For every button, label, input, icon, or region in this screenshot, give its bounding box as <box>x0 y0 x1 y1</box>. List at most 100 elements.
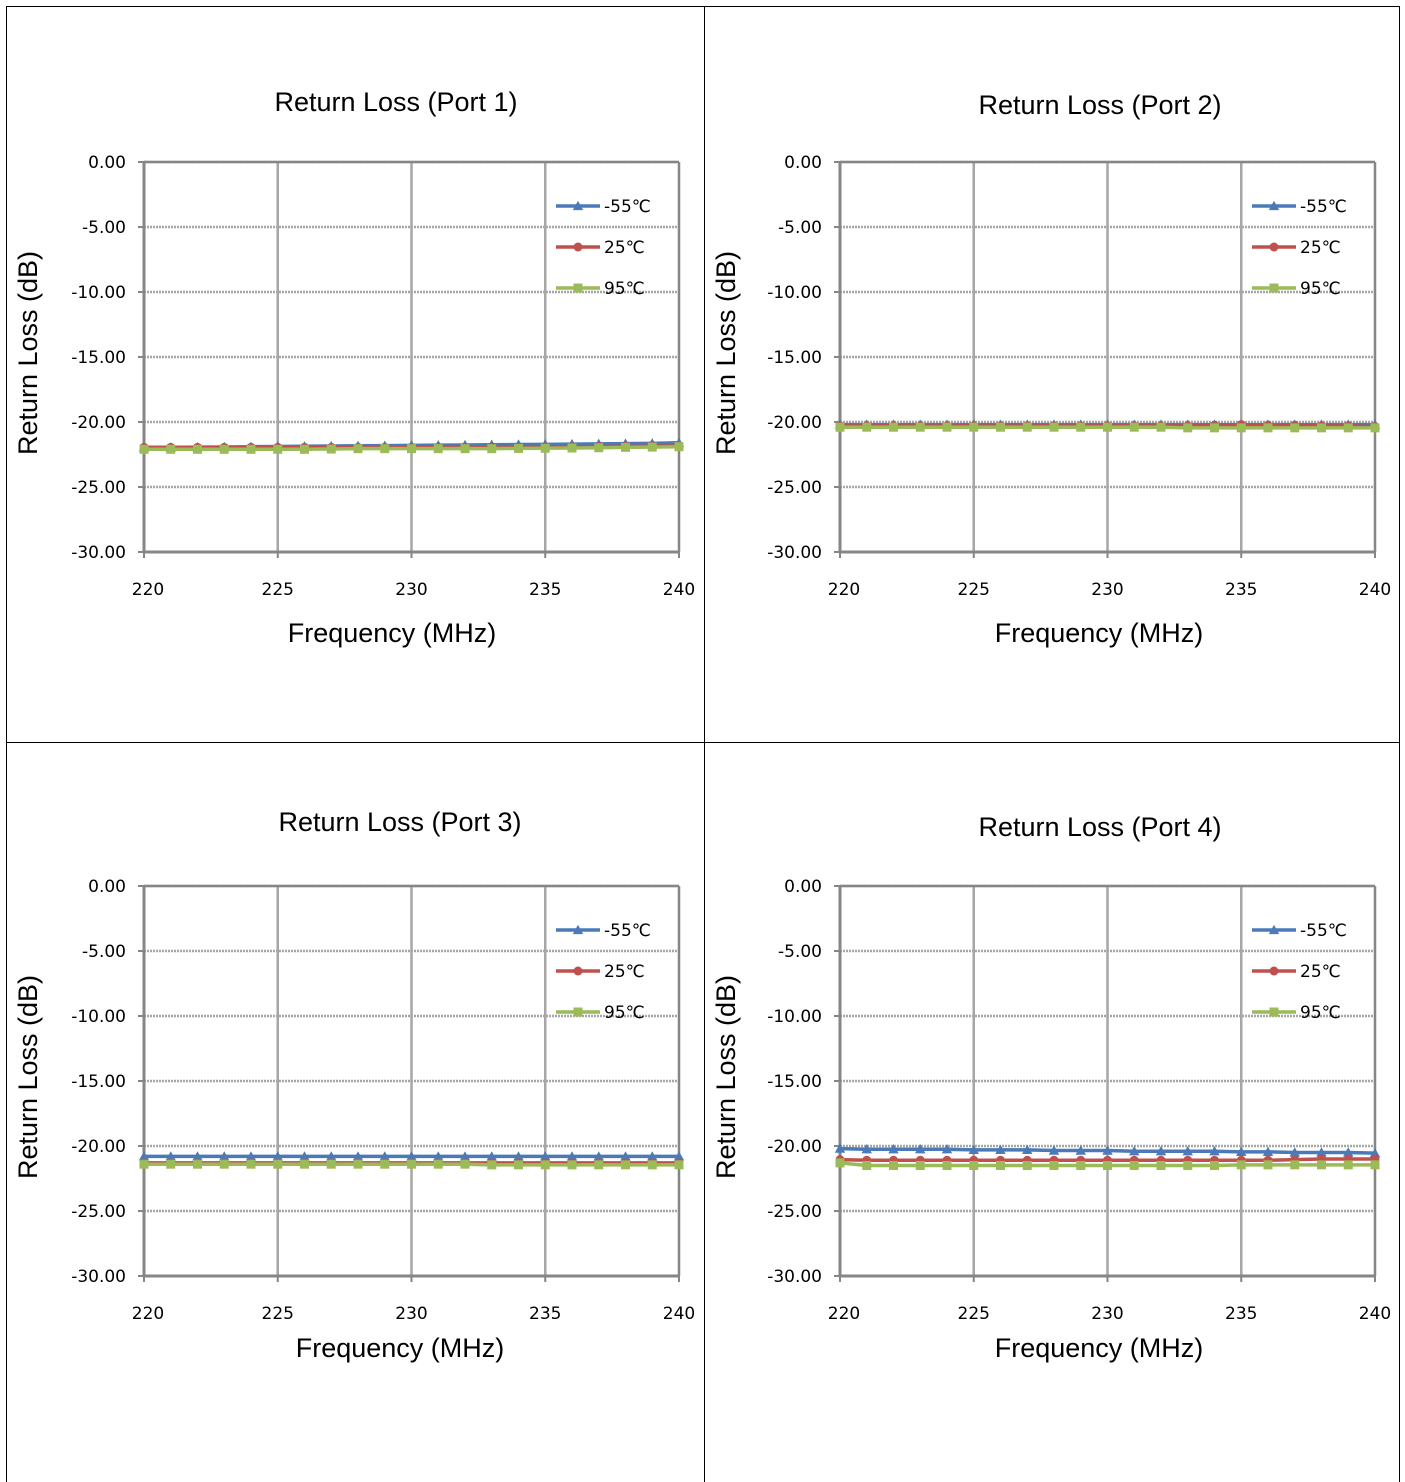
x-tick-label: 235 <box>529 580 561 600</box>
data-point <box>219 444 229 454</box>
y-tick-label: -25.00 <box>71 478 126 498</box>
x-tick-label: 240 <box>1359 580 1391 600</box>
y-tick-label: 0.00 <box>784 877 822 897</box>
data-point <box>1236 1146 1247 1157</box>
y-tick-label: 0.00 <box>88 153 126 173</box>
y-axis-label: Return Loss (dB) <box>13 251 43 455</box>
y-axis-label: Return Loss (dB) <box>711 251 741 455</box>
data-point <box>1182 1146 1193 1156</box>
legend-entry: 95℃ <box>1300 279 1341 299</box>
data-point <box>193 1159 202 1169</box>
data-point <box>139 444 149 454</box>
data-point <box>1236 1160 1246 1170</box>
data-point <box>273 1159 283 1169</box>
cell-bottom-right <box>703 742 1400 1482</box>
data-point <box>460 1159 470 1169</box>
y-tick-label: -5.00 <box>778 942 822 962</box>
data-point <box>1263 1160 1273 1170</box>
x-tick-label: 220 <box>828 1304 860 1324</box>
chart-title: Return Loss (Port 3) <box>278 807 521 837</box>
data-point <box>1075 1145 1086 1155</box>
cell-bottom-left <box>6 742 705 1482</box>
data-point <box>1209 1146 1220 1156</box>
data-point <box>273 444 283 454</box>
legend-marker <box>1269 966 1279 976</box>
data-point <box>166 444 176 454</box>
data-point <box>1156 1161 1166 1170</box>
data-point <box>889 422 898 432</box>
data-point <box>326 444 336 454</box>
y-tick-label: 0.00 <box>784 153 822 173</box>
data-point <box>380 444 390 454</box>
y-tick-label: -30.00 <box>767 1267 822 1287</box>
x-tick-label: 230 <box>1091 580 1123 600</box>
x-tick-label: 230 <box>395 1304 427 1324</box>
data-point <box>407 1159 416 1169</box>
data-point <box>567 443 577 453</box>
data-point <box>219 1159 229 1169</box>
data-point <box>1369 1147 1381 1158</box>
y-tick-label: -25.00 <box>71 1202 126 1222</box>
data-point <box>139 1159 149 1169</box>
data-point <box>1155 1146 1167 1156</box>
x-axis-label: Frequency (MHz) <box>995 618 1204 648</box>
legend-entry: 25℃ <box>604 238 645 258</box>
x-tick-label: 235 <box>1225 1304 1257 1324</box>
data-point <box>620 1151 631 1161</box>
y-tick-label: -15.00 <box>71 348 126 368</box>
data-point <box>272 1151 283 1161</box>
data-point <box>487 444 497 454</box>
x-tick-label: 220 <box>828 580 860 600</box>
data-point <box>673 1151 685 1161</box>
data-point <box>407 444 416 454</box>
data-point <box>514 443 523 453</box>
data-point <box>1343 1147 1354 1157</box>
data-point <box>193 444 202 454</box>
data-point <box>996 422 1005 432</box>
data-point <box>326 1151 337 1161</box>
legend-entry: 25℃ <box>604 962 645 982</box>
data-point <box>433 1151 444 1161</box>
data-point <box>674 442 684 452</box>
data-point <box>1317 1160 1326 1170</box>
y-axis-label: Return Loss (dB) <box>711 975 741 1179</box>
legend-marker <box>572 200 584 211</box>
data-point <box>995 1144 1006 1155</box>
data-point <box>915 422 925 432</box>
data-point <box>246 444 256 454</box>
data-point <box>380 1159 390 1169</box>
y-tick-label: -20.00 <box>71 413 126 433</box>
x-tick-label: 230 <box>395 580 427 600</box>
y-tick-label: -15.00 <box>71 1072 126 1092</box>
data-point <box>1129 1161 1139 1170</box>
data-point <box>1103 1161 1112 1170</box>
y-tick-label: -20.00 <box>767 1137 822 1157</box>
data-point <box>192 1151 203 1161</box>
legend-marker <box>573 283 583 293</box>
y-tick-label: -25.00 <box>767 1202 822 1222</box>
data-point <box>1022 422 1032 432</box>
x-axis-label: Frequency (MHz) <box>995 1333 1204 1363</box>
data-point <box>1317 423 1326 433</box>
y-tick-label: -20.00 <box>71 1137 126 1157</box>
y-tick-label: -20.00 <box>767 413 822 433</box>
x-tick-label: 225 <box>958 580 990 600</box>
data-point <box>996 1161 1005 1170</box>
legend-marker <box>1269 242 1279 252</box>
legend-entry: -55℃ <box>1300 921 1347 941</box>
legend-marker <box>573 966 583 976</box>
data-point <box>1022 1144 1033 1155</box>
x-tick-label: 240 <box>1359 1304 1391 1324</box>
x-tick-label: 230 <box>1091 1304 1123 1324</box>
data-point <box>459 1151 471 1161</box>
data-point <box>942 1161 952 1170</box>
legend-entry: 95℃ <box>604 1003 645 1023</box>
data-point <box>1290 1160 1300 1170</box>
data-point <box>513 1151 524 1161</box>
data-point <box>1183 423 1193 433</box>
data-point <box>941 1144 953 1154</box>
data-point <box>1103 422 1112 432</box>
